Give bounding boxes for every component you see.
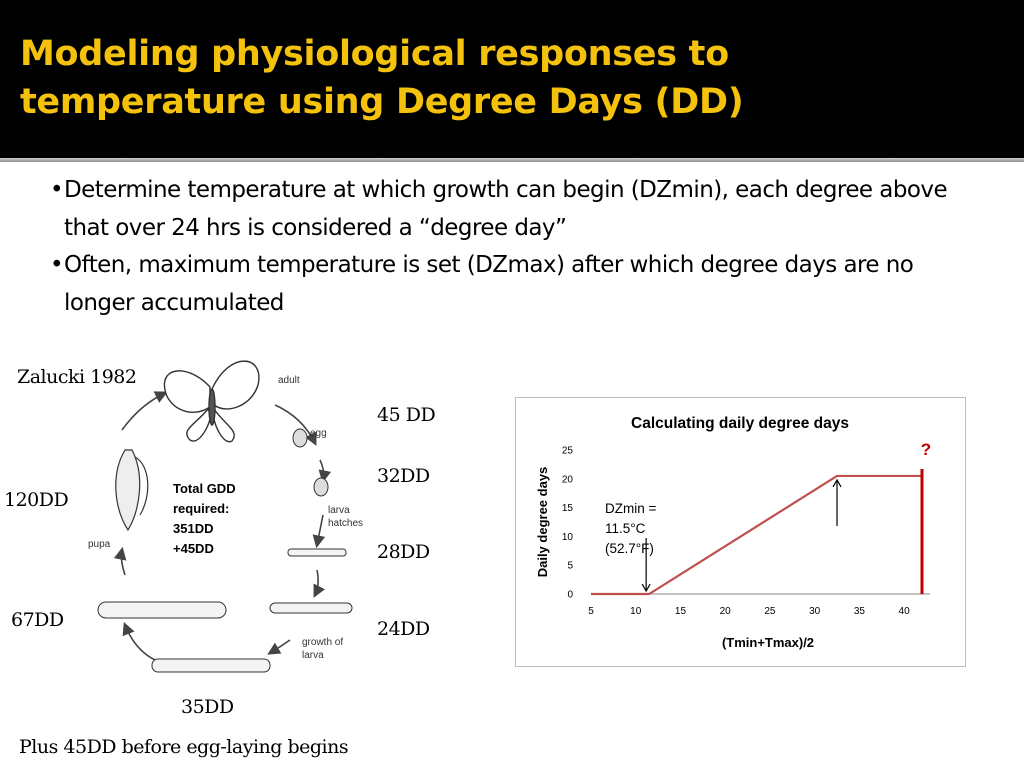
y-axis-label: Daily degree days — [535, 467, 550, 578]
citation-label: Zalucki 1982 — [17, 366, 137, 388]
dzmin-annotation-line: (52.7°F) — [605, 541, 654, 556]
x-tick-label: 20 — [720, 606, 732, 617]
dd-label-larva1: 28DD — [377, 541, 430, 563]
x-tick-label: 15 — [675, 606, 687, 617]
dd-label-hatch: 32DD — [377, 465, 430, 487]
x-tick-label: 30 — [809, 606, 821, 617]
question-mark: ? — [921, 440, 931, 459]
dd-label-larva2: 24DD — [377, 618, 430, 640]
x-tick-label: 5 — [588, 606, 594, 617]
stage-label-growth-1: growth of — [302, 637, 343, 648]
dd-label-larva3: 35DD — [181, 696, 234, 718]
title-bar: Modeling physiological responses to temp… — [0, 0, 1024, 162]
x-axis-label: (Tmin+Tmax)/2 — [722, 635, 814, 650]
stage-label-larva-hatches-1: larva — [328, 505, 350, 516]
x-tick-label: 25 — [764, 606, 776, 617]
dzmin-annotation-line: 11.5°C — [605, 521, 646, 536]
slide-title: Modeling physiological responses to temp… — [20, 30, 1000, 126]
y-tick-label: 0 — [567, 590, 573, 601]
dzmin-annotation-line: DZmin = — [605, 501, 656, 516]
caterpillar-largest-icon — [97, 601, 227, 619]
dd-label-pupa: 120DD — [4, 489, 69, 511]
total-gdd-line-2: required: — [173, 501, 229, 516]
egg-icon — [292, 428, 308, 448]
dd-label-egg: 45 DD — [377, 404, 436, 426]
stage-label-adult: adult — [278, 375, 300, 386]
chrysalis-icon — [115, 449, 149, 532]
lifecycle-diagram: adult egg larva hatches growth of larva … — [88, 360, 363, 673]
butterfly-icon — [163, 360, 260, 443]
y-tick-label: 20 — [562, 474, 574, 485]
series-line — [591, 474, 922, 596]
total-gdd-line-1: Total GDD — [173, 481, 236, 496]
caterpillar-large-icon — [151, 658, 271, 673]
bullet-item: Determine temperature at which growth ca… — [50, 172, 980, 247]
slide-title-line-1: Modeling physiological responses to — [20, 34, 729, 74]
x-tick-label: 40 — [899, 606, 911, 617]
x-tick-label: 35 — [854, 606, 866, 617]
dd-label-larva4: 67DD — [11, 609, 64, 631]
x-tick-label: 10 — [630, 606, 642, 617]
chart-title: Calculating daily degree days — [631, 415, 849, 432]
bullet-list: Determine temperature at which growth ca… — [50, 172, 980, 322]
degree-day-chart: Calculating daily degree days 5 10 15 20 25 30… — [515, 397, 966, 667]
stage-label-growth-2: larva — [302, 650, 324, 661]
caterpillar-small-icon — [287, 548, 347, 557]
caterpillar-medium-icon — [269, 602, 353, 614]
cycle-arrows — [113, 391, 332, 661]
dzmax-arrow-head — [832, 478, 842, 488]
slide-title-line-2: temperature using Degree Days (DD) — [20, 82, 744, 122]
stage-label-egg: egg — [310, 428, 327, 439]
hatching-egg-icon — [313, 477, 329, 497]
footnote-label: Plus 45DD before egg-laying begins — [19, 736, 349, 758]
y-tick-label: 15 — [562, 503, 574, 514]
stage-label-larva-hatches-2: hatches — [328, 518, 363, 529]
stage-label-pupa: pupa — [88, 539, 111, 550]
y-tick-label: 5 — [567, 561, 573, 572]
chart-svg: Calculating daily degree days 5 10 15 20 25 30… — [535, 415, 931, 650]
total-gdd-line-4: +45DD — [173, 541, 214, 556]
total-gdd-line-3: 351DD — [173, 521, 213, 536]
dzmin-arrow-head — [641, 583, 651, 593]
y-tick-label: 10 — [562, 532, 574, 543]
y-tick-label: 25 — [562, 446, 574, 457]
bullet-item: Often, maximum temperature is set (DZmax… — [50, 247, 980, 322]
